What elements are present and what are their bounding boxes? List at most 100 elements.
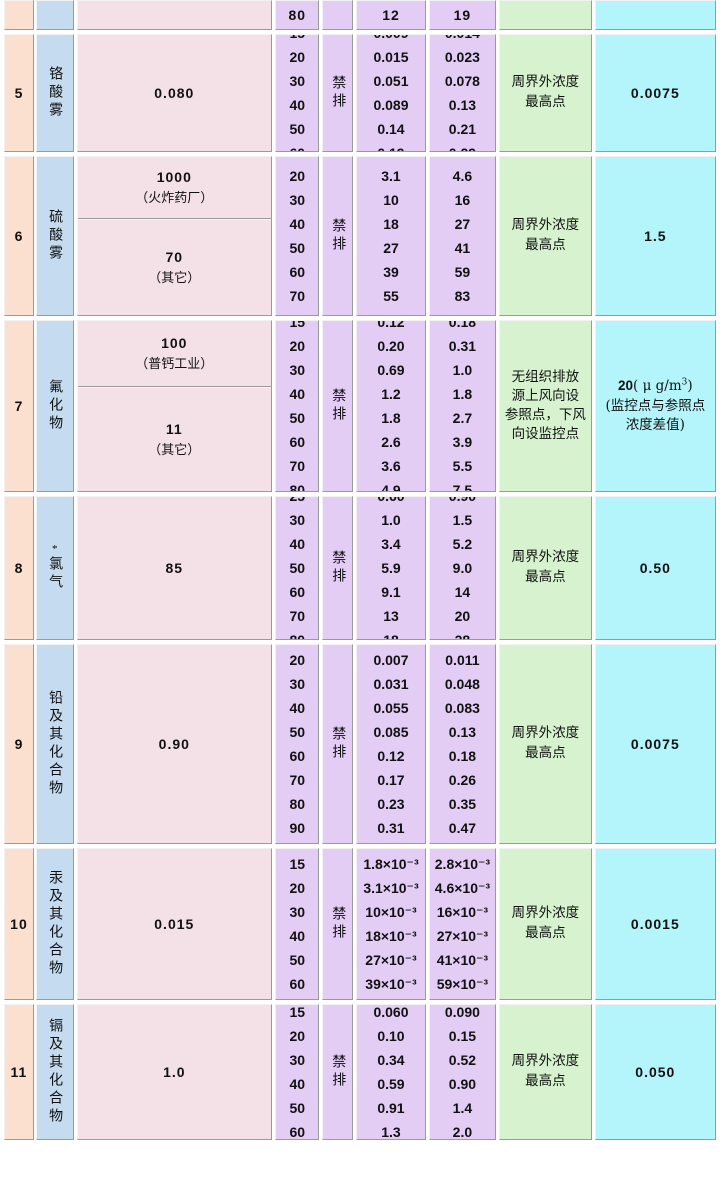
stack-height: 15 20 30 40 50 60 70 80	[276, 157, 318, 315]
rate-third-class-item: 0.52	[448, 1051, 477, 1068]
stack-height-item: 30	[289, 675, 306, 692]
rate-second-class-item: 18	[383, 628, 399, 639]
cell-pollutant-name: 氟化物	[35, 320, 74, 492]
rate-second-class: 1.8 3.1 10 18 27 39 55 74	[357, 157, 424, 315]
ban-label: 禁排	[330, 726, 347, 762]
cell-stack-height: 80	[275, 0, 320, 30]
conc-limit-value: 0.0075	[630, 736, 680, 752]
cell-emission-limit: 1.0	[76, 1004, 273, 1140]
pollutant-name: 汞及其化合物	[47, 870, 64, 978]
cell-rate-second-class: 0.060 0.10 0.34 0.59 0.91 1.3	[356, 1004, 426, 1140]
cell-emission-limit: 0.080	[76, 34, 273, 152]
rate-third-class-item: 110	[451, 308, 474, 315]
stack-height: 15 20 30 40 50 60	[276, 1005, 318, 1139]
rate-third-class-item: 2.0	[452, 1124, 473, 1140]
rate-third-class-item: 0.29	[449, 141, 476, 151]
rate-third-class-item: 0.18	[448, 748, 477, 764]
monitor-point-text: 周界外浓度最高点	[511, 549, 580, 585]
row-number: 6	[14, 228, 24, 244]
rate-second-class-item: 1.0	[381, 511, 401, 528]
cell-stack-height: 25 30 40 50 60 70 80	[275, 496, 320, 640]
rate-third-class-item: 83	[454, 288, 471, 305]
stack-height-item: 70	[289, 458, 306, 475]
stack-height-item: 50	[289, 240, 306, 256]
rate-third-class-item: 41	[454, 240, 471, 256]
rate-third-class-item: 4.6	[452, 167, 473, 184]
rate-third-class-item: 27×10⁻³	[436, 928, 489, 944]
rate-second-class-item: 0.23	[377, 796, 405, 813]
monitor-point-text: 周界外浓度最高点	[511, 217, 580, 253]
emission-limit-part-bottom: 11 （其它）	[77, 387, 272, 491]
cell-conc-limit: 20( μ g/m3) (监控点与参照点 浓度差值)	[594, 320, 717, 492]
stack-height-item: 30	[289, 511, 306, 528]
rate-third-class-item: 2.8	[453, 157, 472, 164]
rate-third-class-item: 0.21	[448, 121, 477, 138]
rate-second-class-item: 0.91	[377, 1100, 405, 1117]
row-number: 8	[14, 560, 24, 576]
cell-rate-third-class: 0.090 0.15 0.52 0.90 1.4 2.0	[428, 1004, 497, 1140]
emission-limit-value: 85	[165, 560, 184, 576]
stack-height-item: 40	[289, 385, 306, 402]
rate-second-class-item: 0.060	[373, 1004, 409, 1020]
stack-height-item: 30	[289, 361, 306, 378]
rate-third-class-item: 20	[454, 608, 471, 625]
cell-stack-height: 15 20 30 40 50 60 70 80	[275, 156, 320, 316]
rate-third-class-item: 3.9	[452, 434, 473, 451]
stack-height-item: 20	[289, 651, 306, 668]
rate-second-class-item: 74	[383, 308, 399, 315]
emission-limit-bottom-note: （其它）	[148, 271, 201, 286]
rate-third-class-item: 0.011	[445, 651, 480, 668]
rate-second-class-item: 18×10⁻³	[365, 928, 417, 944]
stack-height-item: 70	[289, 608, 306, 625]
row-number: 7	[14, 398, 24, 414]
cell-rate-third-class: 0.014 0.023 0.078 0.13 0.21 0.29	[428, 34, 497, 152]
table-row-partial-top: 80 12 19	[4, 0, 717, 30]
stack-height-item: 20	[289, 167, 306, 184]
cell-no: 11	[4, 1004, 34, 1140]
cell-monitor-point: 周界外浓度最高点	[499, 848, 592, 1000]
cell-stack-height: 15 20 30 40 50 60	[275, 34, 320, 152]
stack-height-item: 60	[289, 434, 306, 451]
pollutant-name: 镉及其化合物	[47, 1018, 64, 1126]
cell-rate-third-class: 0.18 0.31 1.0 1.8 2.7 3.9 5.5 7.5	[428, 320, 497, 492]
cell-rate-second-class: 12	[356, 0, 426, 30]
monitor-point-line: 参照点，下风	[504, 407, 586, 423]
row-number: 5	[14, 85, 24, 101]
cell-ban-label: 禁排	[322, 644, 354, 844]
rate-third-class-item: 0.090	[444, 1004, 480, 1020]
cell-no: 10	[4, 848, 34, 1000]
rate-second-class-item: 0.031	[373, 675, 409, 692]
emission-limit-top-note: （普钙工业）	[135, 357, 214, 372]
stack-height-item: 15	[289, 320, 306, 330]
cell-pollutant-name: 镉及其化合物	[35, 1004, 74, 1140]
monitor-point-line: 无组织排放	[511, 369, 580, 386]
rate-third-class: 0.090 0.15 0.52 0.90 1.4 2.0	[430, 1004, 495, 1140]
cell-pollutant-name: 汞及其化合物	[35, 848, 74, 1000]
rate-second-class-item: 13	[383, 608, 399, 625]
conc-limit-unit: ( μ g/m	[633, 378, 682, 395]
rate-second-class: 0.060 0.10 0.34 0.59 0.91 1.3	[357, 1004, 424, 1139]
ban-label: 禁排	[330, 388, 347, 424]
cell-rate-second-class: 0.0050.0070.0310.0550.0850.120.170.230.3…	[356, 644, 426, 844]
emission-limit-value: 0.080	[154, 85, 195, 101]
emission-limit-top-value: 100	[161, 335, 188, 351]
cell-no: 8	[4, 496, 34, 640]
table-row: 7 氟化物 100 （普钙工业） 11 （其它） 15 20 30 40 50 60 70 80 禁排 0.1…	[4, 320, 717, 492]
ban-label: 禁排	[330, 1054, 347, 1090]
cell-conc-limit: 0.0075	[594, 34, 717, 152]
rate-second-class-item: 3.4	[381, 535, 401, 552]
stack-height-item: 40	[289, 97, 306, 113]
cell-stack-height: 15 20 30 40 50 60	[275, 848, 320, 1000]
stack-height: 15 20 30 40 50 60 70 80	[276, 320, 318, 491]
rate-third-class-item: 1.5	[452, 511, 473, 528]
stack-height-item: 60	[289, 264, 306, 281]
rate-third-class-item: 16	[454, 191, 471, 208]
conc-limit-line2: (监控点与参照点	[605, 397, 706, 414]
rate-third-class-item: 1.0	[452, 361, 473, 378]
stack-height-item: 50	[289, 121, 306, 138]
cell-rate-third-class: 19	[428, 0, 497, 30]
conc-limit-number: 20	[617, 378, 634, 394]
pollutant-name-wrap: 硫酸雾	[47, 157, 63, 315]
rate-second-class-item: 0.59	[377, 1076, 405, 1092]
